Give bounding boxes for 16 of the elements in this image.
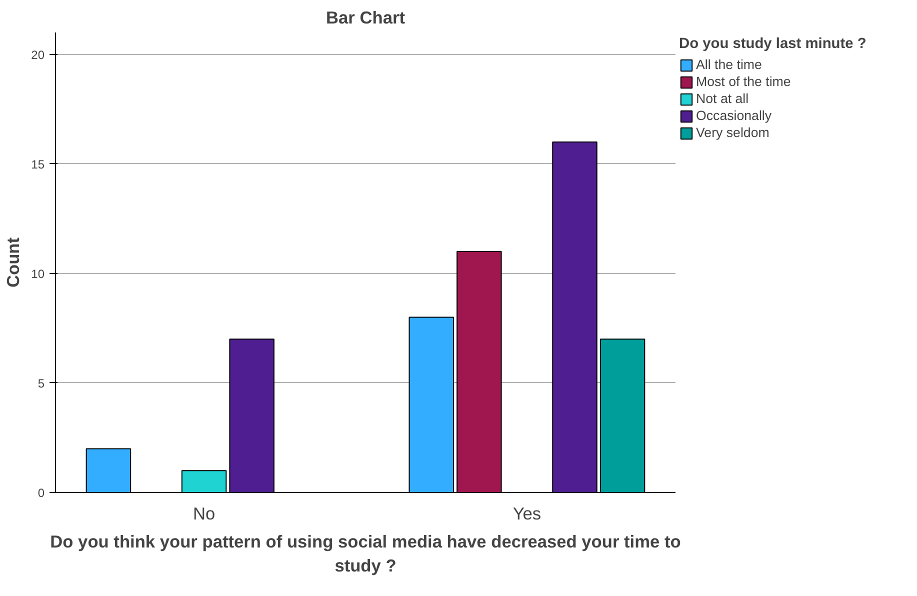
y-tick-label: 10 xyxy=(31,266,45,281)
y-tick-label: 0 xyxy=(38,486,45,500)
legend-label: Most of the time xyxy=(696,74,791,89)
legend-label: Occasionally xyxy=(696,108,772,123)
y-tick-label: 5 xyxy=(38,376,45,390)
x-tick-label: No xyxy=(192,504,216,524)
legend-label: Not at all xyxy=(696,91,749,106)
legend-label: Very seldom xyxy=(696,125,770,140)
y-axis-title: Count xyxy=(3,237,24,288)
x-axis-title: Do you think your pattern of using social media have decreased your time to study ? xyxy=(50,532,681,576)
y-tick-label: 15 xyxy=(31,157,45,172)
y-tick-label: 20 xyxy=(31,48,45,62)
legend-label: All the time xyxy=(696,57,762,72)
x-tick-label: Yes xyxy=(512,504,542,524)
legend-title: Do you study last minute ? xyxy=(679,36,866,52)
chart-title: Bar Chart xyxy=(326,8,406,28)
